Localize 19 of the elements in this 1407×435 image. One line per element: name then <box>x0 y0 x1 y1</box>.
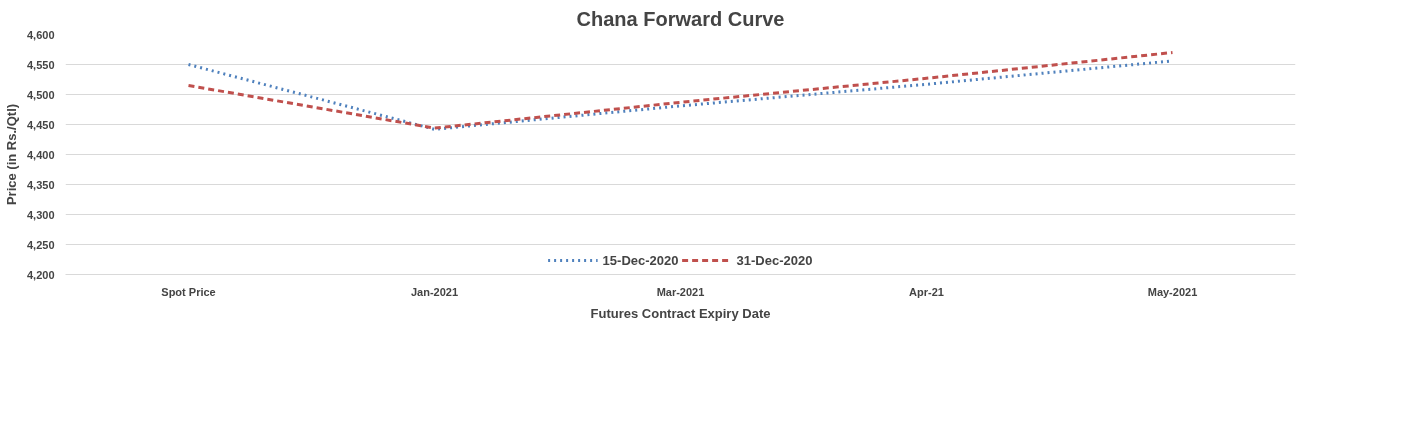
chart-title: Chana Forward Curve <box>576 7 785 30</box>
x-tick-label: Spot Price <box>161 285 216 298</box>
x-axis-title: Futures Contract Expiry Date <box>590 305 771 321</box>
y-tick-label: 4,250 <box>26 238 55 251</box>
legend-label: 15-Dec-2020 <box>602 252 679 268</box>
y-tick-label: 4,600 <box>26 28 55 41</box>
x-tick-label: Jan-2021 <box>410 285 459 298</box>
legend-label: 31-Dec-2020 <box>736 252 813 268</box>
y-tick-label: 4,450 <box>26 118 55 131</box>
x-tick-label: Apr-21 <box>909 285 944 298</box>
y-tick-label: 4,200 <box>26 268 55 281</box>
y-axis-title: Price (in Rs./Qtl) <box>3 103 19 206</box>
x-tick-label: Mar-2021 <box>656 285 705 298</box>
y-tick-label: 4,400 <box>26 148 55 161</box>
y-tick-label: 4,550 <box>26 58 55 71</box>
y-tick-label: 4,500 <box>26 88 55 101</box>
y-tick-label: 4,350 <box>26 178 55 191</box>
x-tick-label: May-2021 <box>1147 285 1198 298</box>
y-tick-label: 4,300 <box>26 208 55 221</box>
